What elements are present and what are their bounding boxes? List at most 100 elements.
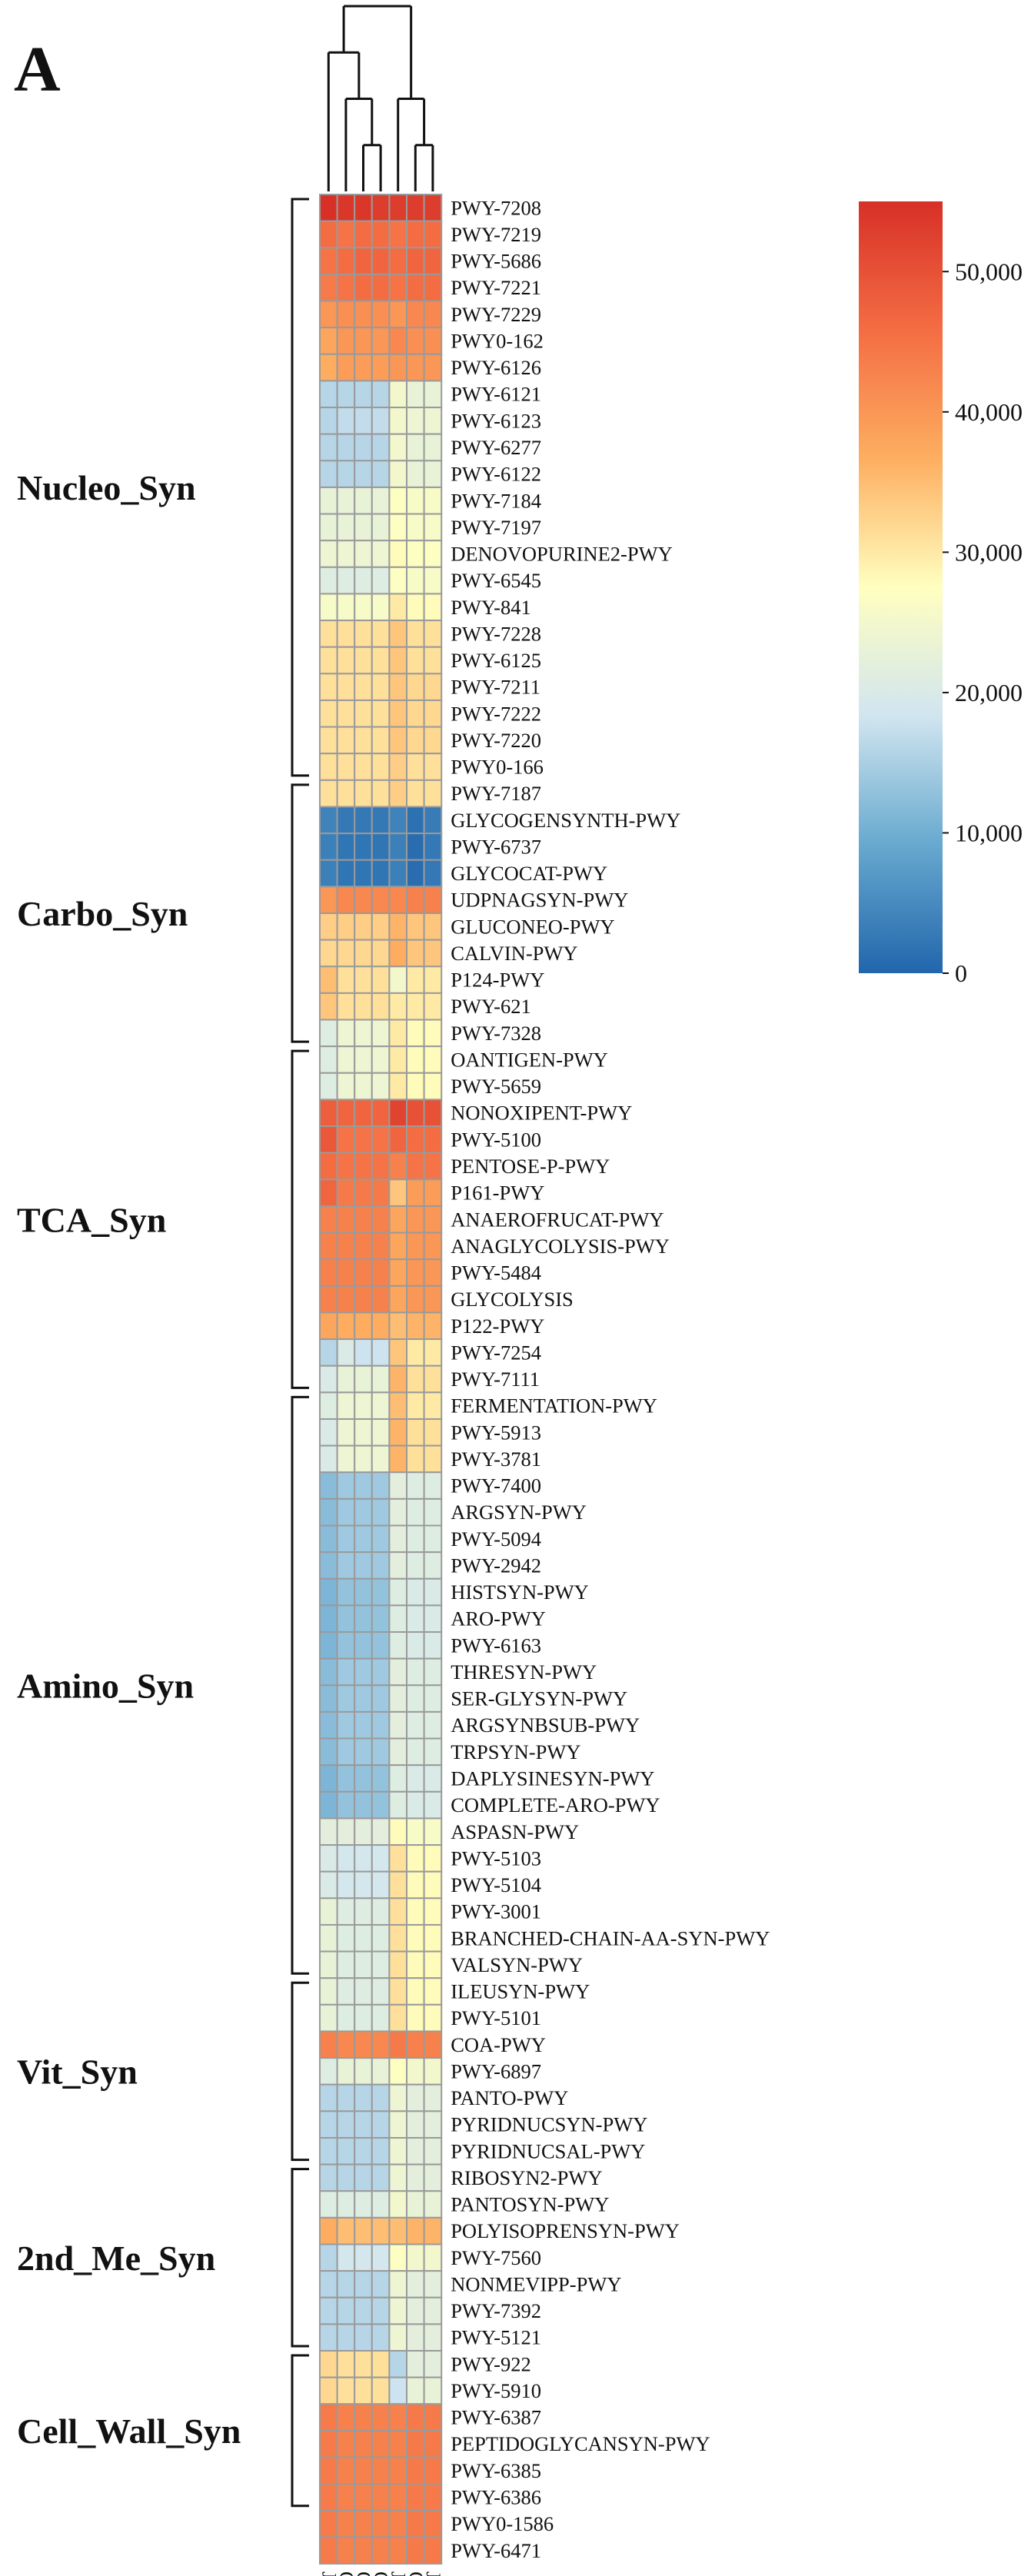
heatmap-cell — [336, 1524, 356, 1554]
heatmap-cell — [354, 753, 373, 781]
heatmap-cell — [406, 593, 425, 622]
heatmap-cell — [319, 1977, 338, 2006]
column-label: JBG_BR — [387, 2571, 410, 2576]
heatmap-cell — [354, 1950, 373, 1979]
heatmap-cell — [336, 273, 356, 302]
heatmap-cell — [319, 1844, 338, 1873]
heatmap-cell — [388, 1844, 407, 1873]
heatmap-cell — [406, 1205, 425, 1234]
heatmap-cell — [371, 273, 391, 302]
heatmap-cell — [319, 753, 338, 781]
row-label: PWY-6387 — [451, 2406, 541, 2429]
heatmap-cell — [371, 1790, 391, 1820]
heatmap-cell — [423, 1657, 443, 1687]
heatmap-cell — [406, 966, 425, 994]
heatmap-cell — [319, 247, 338, 275]
heatmap-cell — [336, 1844, 356, 1873]
heatmap-cell — [388, 2509, 407, 2538]
heatmap-cell — [354, 300, 373, 329]
heatmap-cell — [319, 966, 338, 994]
heatmap-cell — [423, 886, 443, 915]
row-label: DAPLYSINESYN-PWY — [451, 1767, 654, 1790]
heatmap-cell — [319, 593, 338, 622]
heatmap-cell — [406, 2030, 425, 2059]
heatmap-cell — [371, 1950, 391, 1979]
heatmap-cell — [336, 2163, 356, 2192]
heatmap-cell — [319, 1019, 338, 1048]
heatmap-cell — [336, 912, 356, 941]
heatmap-cell — [388, 1338, 407, 1367]
heatmap-cell — [336, 1471, 356, 1500]
row-label: PWY-3781 — [451, 1448, 541, 1471]
heatmap-cell — [423, 2003, 443, 2033]
heatmap-cell — [354, 1125, 373, 1154]
row-label: PWY-7187 — [451, 782, 541, 805]
heatmap-cell — [336, 433, 356, 462]
row-label: PANTO-PWY — [451, 2086, 568, 2109]
heatmap-cell — [423, 1338, 443, 1367]
heatmap-cell — [423, 1285, 443, 1314]
heatmap-cell — [319, 1444, 338, 1474]
row-label: PWY-7228 — [451, 622, 541, 645]
group-brackets: Nucleo_Syn Carbo_Syn TCA_Syn Amino_Syn Vit_S… — [17, 198, 309, 2508]
heatmap-cell — [423, 1231, 443, 1261]
row-label: PWY-7184 — [451, 489, 541, 512]
heatmap-cell — [423, 779, 443, 808]
heatmap-cell — [354, 2350, 373, 2378]
heatmap-cell — [319, 2163, 338, 2192]
heatmap-cell — [423, 194, 443, 222]
heatmap-cell — [371, 593, 391, 622]
heatmap-cell — [406, 194, 425, 222]
heatmap-cell — [388, 2190, 407, 2219]
heatmap-cell — [423, 2243, 443, 2272]
heatmap-cell — [371, 2429, 391, 2458]
heatmap-cell — [354, 2030, 373, 2059]
heatmap-cell — [423, 273, 443, 302]
heatmap-cell — [423, 2323, 443, 2352]
heatmap-cell — [406, 1897, 425, 1926]
heatmap-cell — [354, 1072, 373, 1101]
row-label: DENOVOPURINE2-PWY — [451, 543, 673, 566]
heatmap-cell — [406, 1790, 425, 1820]
row-label: POLYISOPRENSYN-PWY — [451, 2219, 680, 2242]
heatmap-cell — [319, 1311, 338, 1341]
heatmap-cell — [406, 699, 425, 728]
heatmap-cell — [336, 1072, 356, 1101]
heatmap-cell — [423, 1524, 443, 1554]
heatmap-cell — [388, 1817, 407, 1846]
heatmap-cell — [371, 2243, 391, 2272]
heatmap-cell — [388, 327, 407, 355]
heatmap-cell — [319, 1231, 338, 1261]
heatmap-cell — [336, 1764, 356, 1793]
heatmap-cell — [336, 1977, 356, 2006]
heatmap-cell — [354, 939, 373, 968]
heatmap-cell — [406, 540, 425, 568]
heatmap-cell — [371, 966, 391, 994]
row-label: PWY-5094 — [451, 1527, 541, 1551]
heatmap-cell — [354, 2083, 373, 2112]
heatmap-cell — [354, 1258, 373, 1287]
heatmap-cell — [336, 2429, 356, 2458]
heatmap-cell — [388, 1497, 407, 1527]
heatmap-cell — [371, 1471, 391, 1500]
heatmap-cell — [423, 1152, 443, 1181]
heatmap-cell — [406, 2057, 425, 2086]
heatmap-cell — [423, 2483, 443, 2511]
heatmap-cell — [319, 2136, 338, 2166]
heatmap-cell — [406, 939, 425, 968]
row-label: PWY-6471 — [451, 2539, 541, 2562]
heatmap-cell — [336, 1551, 356, 1580]
row-label: PWY-5484 — [451, 1261, 541, 1285]
heatmap-cell — [371, 912, 391, 941]
heatmap-cell — [319, 194, 338, 222]
group-label: Cell_Wall_Syn — [17, 2411, 241, 2451]
heatmap-cell — [319, 2536, 338, 2565]
heatmap-cell — [388, 1870, 407, 1900]
heatmap-cell — [406, 247, 425, 275]
heatmap-cell — [388, 939, 407, 968]
heatmap-cell — [406, 779, 425, 808]
heatmap-cell — [336, 593, 356, 622]
heatmap-cell — [388, 1471, 407, 1500]
heatmap-cell — [319, 1923, 338, 1953]
row-label: RIBOSYN2-PWY — [451, 2166, 602, 2189]
